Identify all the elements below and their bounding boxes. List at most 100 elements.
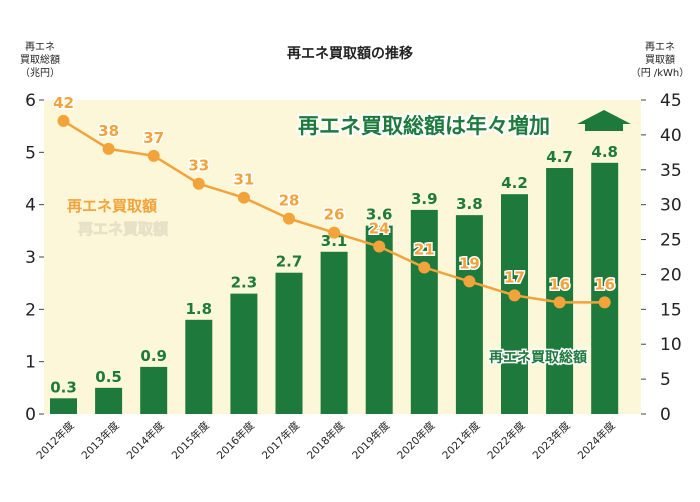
left-tick-label: 6 bbox=[25, 91, 36, 111]
bar-value-label: 0.5 bbox=[95, 368, 122, 386]
x-tick-label: 2018年度 bbox=[304, 419, 347, 462]
right-tick-label: 10 bbox=[660, 335, 682, 355]
right-axis-label-line: （円 /kWh） bbox=[631, 67, 690, 79]
line-value-label: 19 bbox=[459, 254, 480, 272]
x-tick-label: 2015年度 bbox=[169, 419, 212, 462]
x-tick-label: 2022年度 bbox=[485, 419, 528, 462]
bar-value-label: 0.9 bbox=[140, 347, 167, 365]
right-tick-label: 45 bbox=[660, 91, 682, 111]
right-tick-label: 40 bbox=[660, 126, 682, 146]
line-value-labels: 42 38 37 33 31 28 26 24 21 19 17 16 16 bbox=[52, 92, 617, 294]
x-tick-label: 2023年度 bbox=[530, 419, 573, 462]
left-tick-label: 5 bbox=[25, 143, 36, 163]
line-point bbox=[328, 226, 341, 239]
up-arrow-icon bbox=[577, 110, 631, 131]
right-tick-label: 15 bbox=[660, 300, 682, 320]
line-point bbox=[147, 149, 160, 162]
left-tick-label: 4 bbox=[25, 196, 36, 216]
right-axis-ticks: 0 5 10 15 20 25 30 35 40 45 bbox=[641, 91, 682, 425]
headline-banner: 再エネ買取総額は年々増加 bbox=[296, 110, 631, 140]
bar-value-label: 4.8 bbox=[591, 143, 618, 161]
line-series-label: 再エネ買取額 bbox=[67, 197, 157, 215]
bar-value-label: 3.8 bbox=[456, 195, 483, 213]
line-value-label: 21 bbox=[414, 240, 435, 258]
right-tick-label: 25 bbox=[660, 231, 682, 251]
x-tick-label: 2017年度 bbox=[259, 419, 302, 462]
line-point bbox=[192, 177, 205, 190]
line-value-label: 33 bbox=[188, 157, 209, 175]
bar bbox=[546, 168, 574, 414]
bar-value-label: 4.7 bbox=[546, 148, 573, 166]
left-tick-label: 3 bbox=[25, 248, 36, 268]
bar bbox=[230, 293, 258, 414]
right-tick-label: 35 bbox=[660, 161, 682, 181]
right-axis-label-line: 買取額 bbox=[645, 53, 675, 66]
x-tick-label: 2019年度 bbox=[349, 419, 392, 462]
x-tick-label: 2013年度 bbox=[79, 419, 122, 462]
x-axis-ticks: 2012年度 2013年度 2014年度 2015年度 2016年度 2017年度 2018… bbox=[34, 419, 618, 462]
bar-value-label: 4.2 bbox=[501, 174, 528, 192]
right-axis-label-line: 再エネ bbox=[645, 41, 675, 53]
left-axis-ticks: 0 1 2 3 4 5 6 bbox=[25, 91, 44, 425]
left-axis-label-line: 再エネ bbox=[25, 41, 55, 53]
right-tick-label: 30 bbox=[660, 196, 682, 216]
line-value-label: 16 bbox=[549, 275, 570, 293]
left-axis-label: 再エネ 買取総額 （兆円） bbox=[20, 41, 60, 79]
line-value-label: 26 bbox=[324, 206, 345, 224]
bar-value-label: 2.3 bbox=[231, 274, 258, 292]
line-point bbox=[373, 240, 386, 253]
bar-series-label: 再エネ買取総額 bbox=[489, 349, 587, 366]
line-point bbox=[57, 114, 70, 127]
line-point bbox=[418, 261, 431, 274]
left-axis-label-line: （兆円） bbox=[20, 67, 60, 79]
bar-value-label: 3.6 bbox=[366, 206, 393, 224]
right-tick-label: 20 bbox=[660, 265, 682, 285]
right-tick-label: 5 bbox=[660, 370, 671, 390]
x-tick-label: 2012年度 bbox=[34, 419, 77, 462]
line-point bbox=[508, 289, 521, 302]
bar-value-label: 1.8 bbox=[186, 300, 213, 318]
line-point bbox=[463, 275, 476, 288]
right-tick-label: 0 bbox=[660, 405, 671, 425]
line-point bbox=[553, 296, 566, 309]
bar bbox=[455, 215, 483, 414]
left-tick-label: 0 bbox=[25, 405, 36, 425]
line-value-label: 16 bbox=[594, 275, 615, 293]
x-tick-label: 2021年度 bbox=[440, 419, 483, 462]
bar bbox=[140, 366, 168, 414]
left-tick-label: 2 bbox=[25, 300, 36, 320]
line-value-label: 31 bbox=[233, 171, 254, 189]
line-value-label: 38 bbox=[98, 122, 119, 140]
line-series-ghost-label: 再エネ買取額 bbox=[78, 220, 168, 238]
bar-value-label: 3.9 bbox=[411, 190, 438, 208]
line-value-label: 42 bbox=[53, 94, 74, 112]
x-tick-label: 2016年度 bbox=[214, 419, 257, 462]
bar bbox=[410, 209, 438, 414]
line-point bbox=[598, 296, 611, 309]
x-tick-label: 2024年度 bbox=[575, 419, 618, 462]
line-value-label: 24 bbox=[369, 220, 390, 238]
line-value-label: 37 bbox=[143, 129, 164, 147]
bar bbox=[591, 162, 619, 414]
bar bbox=[185, 319, 213, 414]
bar-value-label: 0.3 bbox=[50, 378, 77, 396]
line-value-label: 17 bbox=[504, 268, 525, 286]
bar bbox=[501, 194, 528, 414]
left-tick-label: 1 bbox=[25, 353, 36, 373]
bar-value-label: 2.7 bbox=[276, 253, 303, 271]
headline-text: 再エネ買取総額は年々増加 bbox=[298, 114, 550, 138]
x-tick-label: 2014年度 bbox=[124, 419, 167, 462]
right-axis-label: 再エネ 買取額 （円 /kWh） bbox=[631, 41, 690, 79]
line-point bbox=[283, 212, 295, 225]
line-point bbox=[237, 191, 250, 204]
bar bbox=[275, 272, 303, 414]
bar-series bbox=[50, 162, 619, 414]
chart-title: 再エネ買取額の推移 bbox=[287, 45, 413, 62]
x-tick-label: 2020年度 bbox=[394, 419, 437, 462]
bar bbox=[50, 398, 77, 414]
line-value-label: 28 bbox=[279, 192, 300, 210]
line-point bbox=[102, 142, 115, 155]
bar bbox=[365, 225, 393, 414]
